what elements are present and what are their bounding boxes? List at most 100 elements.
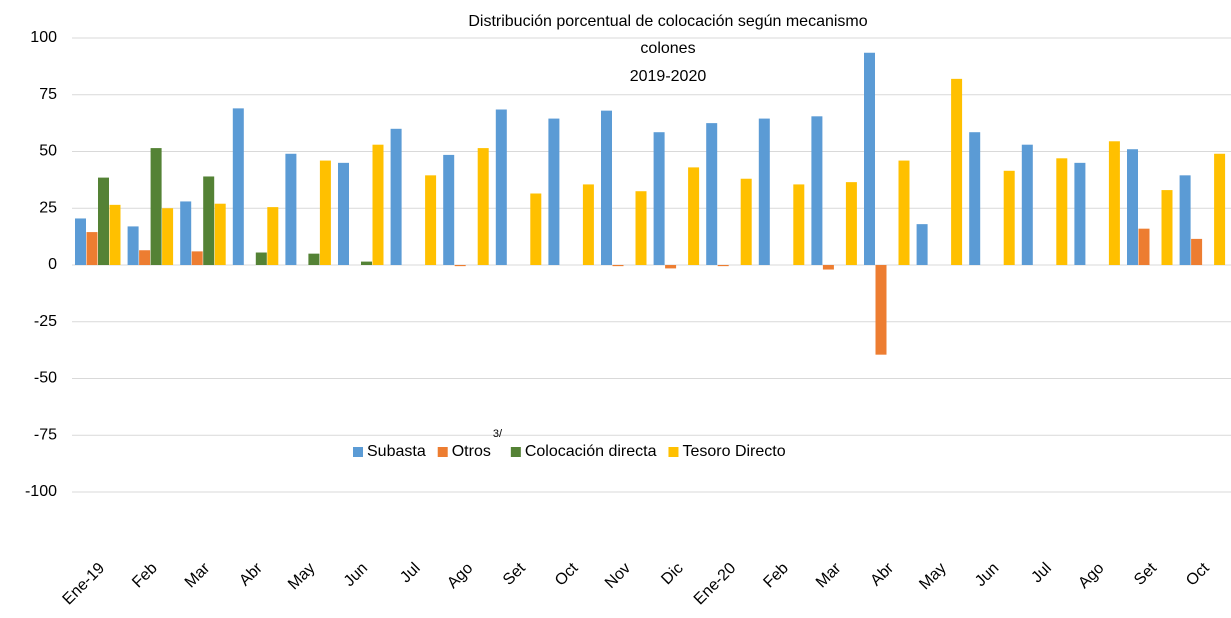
bar	[443, 154, 455, 265]
bar	[717, 265, 729, 267]
x-tick-label: Ago	[1075, 560, 1107, 592]
y-tick-label: 0	[48, 256, 57, 273]
bar	[477, 148, 489, 265]
legend-swatch	[353, 447, 363, 457]
bar	[1161, 190, 1173, 265]
bar	[1003, 170, 1015, 265]
bar	[454, 265, 466, 267]
bar	[1021, 144, 1033, 265]
bar	[548, 118, 560, 266]
bar	[969, 132, 981, 265]
chart-title: Distribución porcentual de colocación se…	[468, 13, 867, 30]
chart-subtitle: 2019-2020	[630, 68, 707, 85]
legend-swatch	[437, 447, 448, 457]
x-tick-label: Set	[1131, 559, 1160, 588]
bar	[1179, 175, 1191, 265]
bar	[916, 224, 928, 265]
x-tick-label: Abr	[236, 559, 266, 589]
bar	[758, 118, 770, 266]
y-tick-label: -100	[25, 483, 57, 500]
bar	[653, 132, 665, 265]
y-tick-label: 50	[39, 143, 57, 160]
bar	[635, 191, 647, 265]
legend-label: Otros	[452, 443, 491, 460]
x-tick-label: Jul	[397, 560, 423, 586]
bar	[1191, 238, 1203, 265]
bar	[582, 184, 594, 265]
legend-swatch	[510, 447, 521, 457]
y-tick-label: -75	[34, 426, 57, 443]
x-tick-label: Feb	[129, 560, 161, 592]
bar	[1056, 158, 1068, 265]
bar	[232, 108, 244, 266]
bar	[530, 193, 542, 265]
annotation: 3/	[493, 428, 503, 440]
bar	[191, 251, 203, 265]
chart-subtitle: colones	[640, 40, 695, 57]
x-tick-label: Nov	[602, 560, 634, 592]
y-tick-label: -25	[34, 313, 57, 330]
bar	[338, 162, 349, 265]
x-tick-label: Ene-20	[691, 560, 740, 609]
bar	[361, 261, 372, 265]
bar	[793, 184, 805, 265]
bar	[139, 250, 151, 265]
bar	[319, 160, 331, 265]
bar	[951, 78, 963, 265]
bar	[612, 265, 624, 267]
bar	[864, 52, 875, 265]
x-tick-label: May	[916, 560, 949, 593]
x-tick-label: Jun	[972, 560, 1002, 590]
bar	[822, 265, 834, 270]
bar	[308, 253, 320, 265]
x-tick-label: Jul	[1028, 560, 1054, 586]
bar	[688, 167, 700, 265]
bar	[898, 160, 910, 265]
bar	[706, 123, 718, 265]
bar	[390, 128, 402, 265]
bar	[98, 177, 109, 265]
bar	[75, 218, 86, 265]
bar	[1127, 149, 1138, 265]
x-tick-label: May	[285, 560, 318, 593]
bar	[285, 153, 297, 265]
bar	[875, 265, 887, 355]
bar	[109, 204, 121, 265]
legend-label: Colocación directa	[525, 443, 657, 460]
x-tick-label: Mar	[813, 559, 845, 591]
legend-label: Subasta	[367, 443, 426, 460]
bar	[665, 265, 677, 269]
x-tick-label: Dic	[658, 560, 686, 588]
x-tick-label: Mar	[182, 559, 214, 591]
x-tick-label: Jun	[341, 560, 371, 590]
x-tick-label: Ene-19	[60, 560, 109, 609]
bar	[1214, 153, 1226, 265]
legend-label: Tesoro Directo	[682, 443, 785, 460]
bar	[845, 182, 857, 265]
bar	[180, 201, 192, 265]
y-tick-label: 25	[39, 199, 57, 216]
y-tick-label: -50	[34, 370, 57, 387]
bar	[203, 176, 215, 265]
bar	[425, 175, 437, 265]
legend-swatch	[668, 447, 679, 457]
bar	[214, 203, 226, 265]
bar	[1108, 141, 1120, 265]
bar	[86, 232, 98, 265]
x-tick-label: Abr	[867, 559, 897, 589]
x-tick-label: Set	[500, 559, 529, 588]
x-tick-label: Feb	[760, 560, 792, 592]
bar	[127, 226, 139, 265]
bar	[162, 208, 174, 265]
bar	[372, 144, 384, 265]
bar	[601, 110, 612, 265]
bar	[267, 207, 279, 265]
bar	[255, 252, 267, 265]
bar	[811, 116, 823, 265]
x-tick-label: Oct	[1183, 559, 1213, 589]
y-tick-label: 100	[30, 29, 57, 46]
bar	[1138, 228, 1150, 265]
x-tick-label: Oct	[552, 559, 582, 589]
bar	[1074, 162, 1086, 265]
